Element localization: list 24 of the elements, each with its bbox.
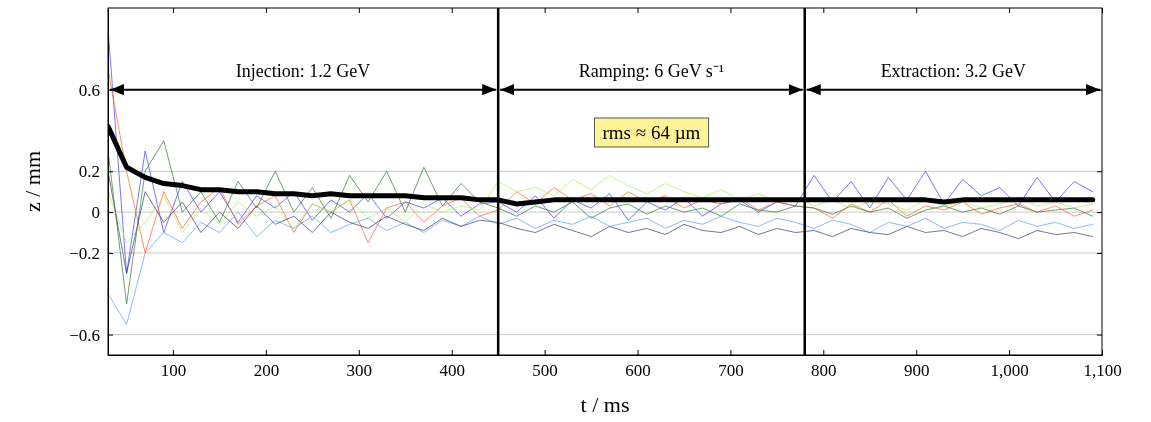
- line-series: [108, 174, 1094, 244]
- annotation: Injection: 1.2 GeV: [235, 60, 371, 81]
- y-tick-label: −0.6: [69, 325, 100, 345]
- x-tick-label: 200: [253, 361, 280, 381]
- x-tick-label: 700: [718, 361, 744, 381]
- line-series: [108, 211, 1094, 325]
- y-tick-label: 0: [91, 203, 100, 223]
- x-tick-label: 400: [439, 361, 465, 381]
- y-tick-label: 0.2: [78, 162, 100, 182]
- annotation: Extraction: 3.2 GeV: [880, 60, 1027, 81]
- x-tick-label: 300: [346, 361, 373, 381]
- x-tick-label: 900: [903, 361, 930, 381]
- x-axis-title: t / ms: [580, 392, 630, 417]
- annotation: rms ≈ 64 µm: [602, 122, 701, 143]
- x-tick-label: 800: [811, 361, 837, 381]
- y-axis-title: z / mm: [20, 150, 45, 213]
- x-tick-label: 100: [160, 361, 187, 381]
- y-tick-label: 0.6: [78, 80, 100, 100]
- x-tick-label: 500: [532, 361, 558, 381]
- x-tick-label: 1,000: [990, 361, 1029, 381]
- x-tick-label: 1,100: [1083, 361, 1122, 381]
- y-tick-label: −0.2: [69, 243, 100, 263]
- x-tick-label: 600: [625, 361, 651, 381]
- annotation: Ramping: 6 GeV s⁻¹: [578, 60, 725, 81]
